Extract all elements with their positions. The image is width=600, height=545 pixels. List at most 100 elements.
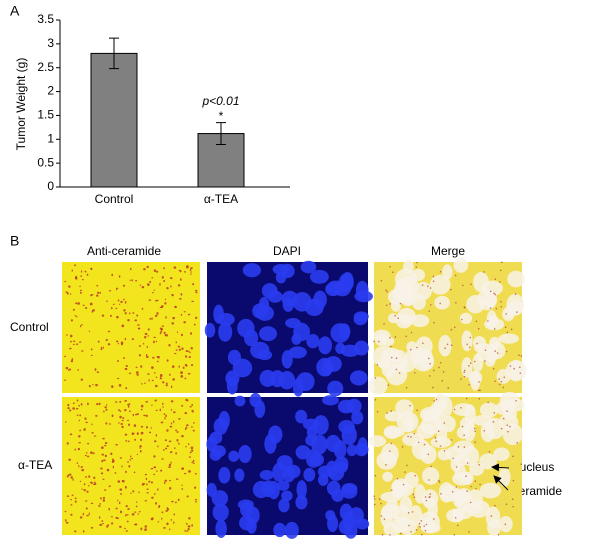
texture bbox=[512, 505, 514, 508]
texture bbox=[390, 489, 393, 491]
texture bbox=[461, 284, 464, 287]
texture bbox=[131, 279, 133, 282]
texture bbox=[145, 353, 148, 357]
texture bbox=[520, 355, 523, 357]
texture bbox=[124, 527, 126, 530]
texture bbox=[494, 278, 497, 281]
texture bbox=[96, 371, 100, 374]
texture bbox=[133, 424, 137, 427]
texture bbox=[155, 409, 158, 412]
texture bbox=[390, 442, 393, 445]
texture bbox=[187, 313, 191, 316]
texture bbox=[94, 368, 97, 371]
y-tick-label: 1 bbox=[47, 131, 54, 145]
texture bbox=[101, 459, 104, 463]
texture bbox=[429, 495, 431, 498]
texture bbox=[498, 333, 519, 344]
texture bbox=[183, 321, 186, 324]
texture bbox=[140, 527, 143, 531]
texture bbox=[452, 457, 454, 460]
texture bbox=[423, 443, 426, 446]
texture bbox=[165, 316, 167, 319]
texture bbox=[453, 326, 456, 329]
texture bbox=[195, 291, 198, 294]
texture bbox=[327, 380, 344, 397]
texture bbox=[135, 505, 138, 508]
texture bbox=[117, 360, 119, 363]
texture bbox=[261, 283, 278, 299]
texture bbox=[144, 382, 146, 384]
texture bbox=[118, 384, 122, 387]
texture bbox=[69, 293, 72, 295]
texture bbox=[468, 346, 471, 349]
texture bbox=[454, 274, 457, 277]
texture bbox=[161, 517, 163, 520]
texture bbox=[173, 521, 175, 524]
column-header: Merge bbox=[431, 244, 465, 258]
texture bbox=[92, 452, 95, 455]
texture bbox=[340, 344, 360, 357]
texture bbox=[430, 436, 452, 448]
texture bbox=[281, 490, 293, 502]
texture bbox=[410, 436, 412, 438]
texture bbox=[150, 468, 154, 470]
texture bbox=[242, 263, 261, 278]
texture bbox=[124, 312, 127, 315]
texture bbox=[114, 401, 118, 403]
texture bbox=[181, 405, 184, 407]
texture bbox=[502, 423, 523, 446]
texture bbox=[122, 357, 126, 359]
texture bbox=[163, 481, 166, 485]
texture bbox=[170, 294, 174, 296]
texture bbox=[505, 302, 516, 319]
texture bbox=[518, 354, 520, 357]
texture bbox=[430, 465, 432, 468]
texture bbox=[159, 408, 162, 412]
texture bbox=[118, 409, 121, 412]
texture bbox=[95, 415, 98, 417]
texture bbox=[278, 371, 296, 390]
texture bbox=[110, 306, 113, 310]
texture bbox=[268, 425, 283, 444]
texture bbox=[421, 284, 424, 286]
texture bbox=[421, 467, 440, 485]
texture bbox=[83, 428, 86, 431]
texture bbox=[176, 331, 179, 334]
texture bbox=[74, 500, 77, 504]
texture bbox=[156, 470, 158, 472]
texture bbox=[507, 270, 525, 288]
texture bbox=[184, 377, 187, 380]
texture bbox=[100, 497, 102, 500]
texture bbox=[90, 294, 93, 297]
texture bbox=[165, 509, 168, 513]
texture bbox=[68, 347, 72, 350]
texture bbox=[166, 287, 169, 290]
texture bbox=[82, 512, 85, 516]
texture bbox=[405, 386, 408, 389]
texture bbox=[64, 379, 66, 381]
texture bbox=[115, 340, 119, 343]
texture bbox=[192, 422, 195, 424]
texture bbox=[70, 513, 73, 516]
texture bbox=[119, 415, 122, 419]
texture bbox=[194, 499, 198, 501]
texture bbox=[410, 331, 413, 334]
texture bbox=[82, 530, 85, 533]
texture bbox=[483, 429, 486, 432]
texture bbox=[82, 304, 85, 307]
texture bbox=[170, 400, 174, 403]
texture bbox=[515, 399, 517, 402]
texture bbox=[432, 369, 435, 372]
texture bbox=[65, 519, 67, 522]
texture bbox=[390, 410, 393, 412]
texture bbox=[382, 471, 393, 482]
texture bbox=[194, 501, 197, 503]
texture bbox=[250, 341, 270, 359]
texture bbox=[159, 332, 162, 335]
texture bbox=[188, 470, 191, 473]
texture bbox=[374, 398, 377, 401]
texture bbox=[416, 346, 418, 349]
texture bbox=[152, 517, 154, 520]
texture bbox=[101, 314, 105, 317]
texture bbox=[73, 264, 77, 266]
